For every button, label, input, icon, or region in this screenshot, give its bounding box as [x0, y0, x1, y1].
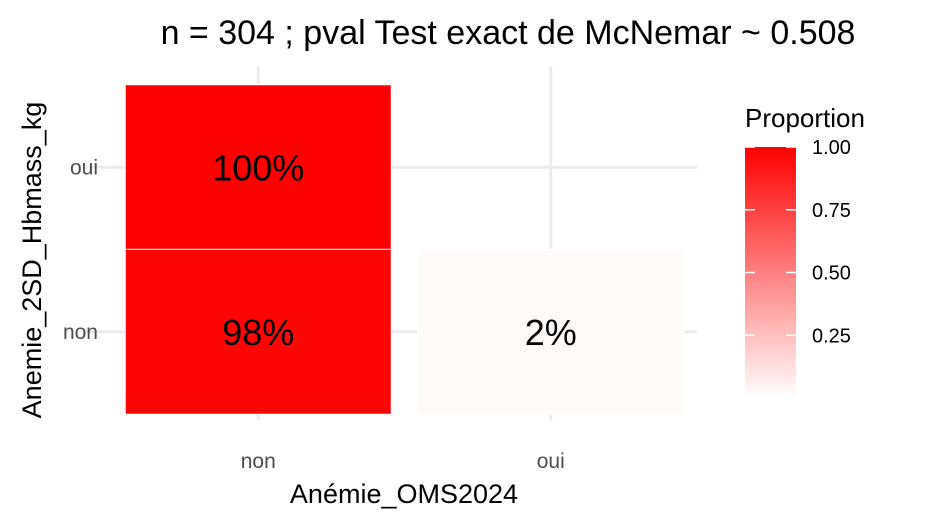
cell-label-oui-non: 2% [525, 312, 577, 353]
legend-ticks: 1.00 0.75 0.50 0.25 [745, 137, 851, 347]
heatmap-cell-non-non [124, 248, 392, 415]
heatmap-cell-non-oui [124, 84, 392, 251]
legend-tick-label-1.00: 1.00 [812, 137, 851, 159]
legend-tick-label-0.50: 0.50 [812, 263, 851, 285]
y-axis-title: Anemie_2SD_Hbmass_kg [17, 102, 47, 419]
chart-title: n = 304 ; pval Test exact de McNemar ~ 0… [161, 14, 856, 52]
legend-title: Proportion [745, 103, 865, 133]
y-tick-label-non: non [63, 321, 98, 344]
y-axis-ticks: non oui [63, 156, 98, 344]
x-tick-label-non: non [241, 450, 276, 473]
x-axis-title: Anémie_OMS2024 [290, 479, 518, 509]
heatmap-cell-oui-non [417, 248, 685, 415]
cell-label-non-non: 98% [222, 312, 294, 353]
legend-tick-label-0.25: 0.25 [812, 325, 851, 347]
legend: Proportion 1.00 0.75 0.50 0.25 [745, 103, 865, 398]
heatmap-cells [124, 84, 685, 415]
cell-label-non-oui: 100% [212, 147, 304, 188]
x-axis-ticks: non oui [241, 450, 565, 473]
heatmap-cell-labels: 100% 98% 2% [212, 147, 577, 353]
x-tick-label-oui: oui [537, 450, 565, 473]
y-tick-label-oui: oui [70, 156, 98, 179]
legend-tick-label-0.75: 0.75 [812, 200, 851, 222]
